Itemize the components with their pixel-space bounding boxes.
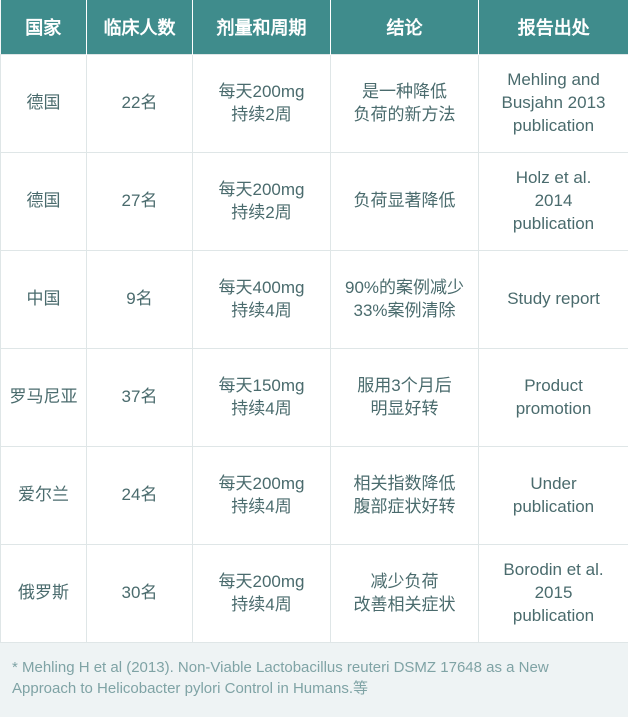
source-line1: Borodin et al. [485,559,622,582]
source-line1: Study report [485,288,622,311]
conclusion-line1: 服用3个月后 [337,375,472,398]
dose-line1: 每天200mg [199,81,324,104]
table-row: 德国22名每天200mg持续2周是一种降低负荷的新方法Mehling andBu… [1,55,628,153]
cell-country: 中国 [1,251,87,349]
dose-line1: 每天400mg [199,277,324,300]
header-source: 报告出处 [479,0,628,55]
dose-line2: 持续4周 [199,300,324,323]
cell-source: Holz et al.2014publication [479,153,628,251]
source-line2: Busjahn 2013 [485,92,622,115]
cell-dose: 每天150mg持续4周 [193,349,331,447]
cell-dose: 每天200mg持续4周 [193,447,331,545]
cell-country: 德国 [1,55,87,153]
conclusion-line1: 90%的案例减少 [337,277,472,300]
conclusion-line2: 明显好转 [337,398,472,421]
conclusion-line2: 腹部症状好转 [337,496,472,519]
dose-line1: 每天200mg [199,179,324,202]
dose-line2: 持续4周 [199,398,324,421]
source-line3: publication [485,605,622,628]
cell-dose: 每天200mg持续2周 [193,55,331,153]
cell-participants: 27名 [87,153,193,251]
table-body: 德国22名每天200mg持续2周是一种降低负荷的新方法Mehling andBu… [1,55,628,643]
header-dose: 剂量和周期 [193,0,331,55]
dose-line1: 每天200mg [199,473,324,496]
header-country: 国家 [1,0,87,55]
cell-participants: 22名 [87,55,193,153]
cell-country: 爱尔兰 [1,447,87,545]
dose-line2: 持续4周 [199,594,324,617]
cell-country: 德国 [1,153,87,251]
header-row: 国家 临床人数 剂量和周期 结论 报告出处 [1,0,628,55]
cell-conclusion: 负荷显著降低 [331,153,479,251]
cell-conclusion: 相关指数降低腹部症状好转 [331,447,479,545]
source-line1: Under [485,473,622,496]
source-line2: publication [485,496,622,519]
dose-line2: 持续4周 [199,496,324,519]
cell-participants: 9名 [87,251,193,349]
source-line1: Mehling and [485,69,622,92]
conclusion-line1: 是一种降低 [337,81,472,104]
table-row: 爱尔兰24名每天200mg持续4周相关指数降低腹部症状好转Underpublic… [1,447,628,545]
cell-source: Borodin et al.2015publication [479,545,628,643]
cell-dose: 每天400mg持续4周 [193,251,331,349]
table-row: 罗马尼亚37名每天150mg持续4周服用3个月后明显好转Productpromo… [1,349,628,447]
conclusion-line2: 33%案例清除 [337,300,472,323]
cell-participants: 37名 [87,349,193,447]
conclusion-line1: 减少负荷 [337,571,472,594]
conclusion-line1: 负荷显著降低 [337,190,472,213]
cell-dose: 每天200mg持续2周 [193,153,331,251]
cell-conclusion: 90%的案例减少33%案例清除 [331,251,479,349]
cell-source: Mehling andBusjahn 2013publication [479,55,628,153]
cell-source: Study report [479,251,628,349]
source-line2: 2015 [485,582,622,605]
header-participants: 临床人数 [87,0,193,55]
conclusion-line2: 改善相关症状 [337,594,472,617]
conclusion-line1: 相关指数降低 [337,473,472,496]
page-container: 国家 临床人数 剂量和周期 结论 报告出处 德国22名每天200mg持续2周是一… [0,0,628,717]
source-line1: Holz et al. [485,167,622,190]
table-row: 中国9名每天400mg持续4周90%的案例减少33%案例清除Study repo… [1,251,628,349]
source-line3: publication [485,213,622,236]
table-row: 德国27名每天200mg持续2周负荷显著降低 Holz et al.2014pub… [1,153,628,251]
source-line2: promotion [485,398,622,421]
cell-dose: 每天200mg持续4周 [193,545,331,643]
cell-conclusion: 服用3个月后明显好转 [331,349,479,447]
dose-line1: 每天200mg [199,571,324,594]
cell-source: Underpublication [479,447,628,545]
study-table: 国家 临床人数 剂量和周期 结论 报告出处 德国22名每天200mg持续2周是一… [0,0,628,643]
source-line1: Product [485,375,622,398]
header-conclusion: 结论 [331,0,479,55]
dose-line2: 持续2周 [199,104,324,127]
cell-country: 罗马尼亚 [1,349,87,447]
cell-participants: 30名 [87,545,193,643]
cell-conclusion: 是一种降低负荷的新方法 [331,55,479,153]
dose-line1: 每天150mg [199,375,324,398]
table-row: 俄罗斯30名每天200mg持续4周减少负荷改善相关症状Borodin et al… [1,545,628,643]
cell-participants: 24名 [87,447,193,545]
table-header: 国家 临床人数 剂量和周期 结论 报告出处 [1,0,628,55]
cell-country: 俄罗斯 [1,545,87,643]
cell-source: Productpromotion [479,349,628,447]
source-line2: 2014 [485,190,622,213]
footnote: * Mehling H et al (2013). Non-Viable Lac… [0,643,628,717]
source-line3: publication [485,115,622,138]
cell-conclusion: 减少负荷改善相关症状 [331,545,479,643]
dose-line2: 持续2周 [199,202,324,225]
conclusion-line2: 负荷的新方法 [337,104,472,127]
